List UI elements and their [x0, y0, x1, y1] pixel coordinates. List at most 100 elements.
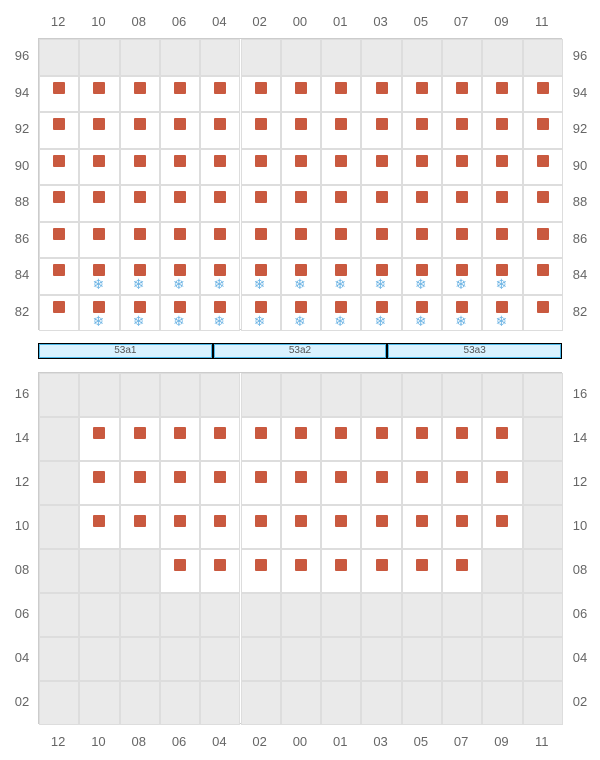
- seat[interactable]: [174, 118, 186, 130]
- seat[interactable]: [335, 82, 347, 94]
- seat[interactable]: [456, 301, 468, 313]
- seat[interactable]: [537, 264, 549, 276]
- seat[interactable]: [255, 118, 267, 130]
- seat[interactable]: [214, 301, 226, 313]
- seat[interactable]: [456, 191, 468, 203]
- seat[interactable]: [255, 559, 267, 571]
- seat[interactable]: [295, 264, 307, 276]
- seat[interactable]: [335, 228, 347, 240]
- seat[interactable]: [255, 228, 267, 240]
- seat[interactable]: [174, 559, 186, 571]
- seat[interactable]: [335, 264, 347, 276]
- seat[interactable]: [496, 82, 508, 94]
- seat[interactable]: [416, 155, 428, 167]
- seat[interactable]: [376, 264, 388, 276]
- seat[interactable]: [416, 191, 428, 203]
- seat[interactable]: [53, 301, 65, 313]
- seat[interactable]: [134, 191, 146, 203]
- seat[interactable]: [295, 427, 307, 439]
- seat[interactable]: [255, 427, 267, 439]
- seat[interactable]: [134, 155, 146, 167]
- seat[interactable]: [134, 82, 146, 94]
- seat[interactable]: [496, 515, 508, 527]
- seat[interactable]: [456, 155, 468, 167]
- seat[interactable]: [456, 427, 468, 439]
- seat[interactable]: [335, 191, 347, 203]
- seat[interactable]: [456, 118, 468, 130]
- seat[interactable]: [134, 228, 146, 240]
- seat[interactable]: [255, 191, 267, 203]
- seat[interactable]: [456, 264, 468, 276]
- seat[interactable]: [53, 155, 65, 167]
- seat[interactable]: [335, 155, 347, 167]
- seat[interactable]: [376, 155, 388, 167]
- seat[interactable]: [496, 427, 508, 439]
- seat[interactable]: [456, 559, 468, 571]
- seat[interactable]: [53, 82, 65, 94]
- seat[interactable]: [214, 515, 226, 527]
- seat[interactable]: [537, 301, 549, 313]
- seat[interactable]: [496, 264, 508, 276]
- seat[interactable]: [416, 427, 428, 439]
- seat[interactable]: [537, 228, 549, 240]
- seat[interactable]: [416, 82, 428, 94]
- seat[interactable]: [295, 155, 307, 167]
- seat[interactable]: [496, 471, 508, 483]
- seat[interactable]: [255, 515, 267, 527]
- seat[interactable]: [496, 191, 508, 203]
- seat[interactable]: [295, 559, 307, 571]
- seat[interactable]: [214, 191, 226, 203]
- seat[interactable]: [376, 301, 388, 313]
- seat[interactable]: [416, 228, 428, 240]
- seat[interactable]: [295, 228, 307, 240]
- seat[interactable]: [416, 264, 428, 276]
- seat[interactable]: [537, 118, 549, 130]
- seat[interactable]: [376, 82, 388, 94]
- seat[interactable]: [214, 264, 226, 276]
- seat[interactable]: [93, 515, 105, 527]
- seat[interactable]: [93, 82, 105, 94]
- seat[interactable]: [416, 515, 428, 527]
- seat[interactable]: [295, 82, 307, 94]
- seat[interactable]: [376, 191, 388, 203]
- seat[interactable]: [134, 427, 146, 439]
- seat[interactable]: [255, 264, 267, 276]
- seat[interactable]: [93, 471, 105, 483]
- seat[interactable]: [537, 191, 549, 203]
- seat[interactable]: [456, 228, 468, 240]
- seat[interactable]: [376, 427, 388, 439]
- seat[interactable]: [214, 427, 226, 439]
- seat[interactable]: [174, 82, 186, 94]
- seat[interactable]: [174, 427, 186, 439]
- seat[interactable]: [53, 228, 65, 240]
- seat[interactable]: [376, 228, 388, 240]
- seat[interactable]: [53, 264, 65, 276]
- seat[interactable]: [174, 191, 186, 203]
- seat[interactable]: [496, 155, 508, 167]
- seat[interactable]: [174, 155, 186, 167]
- seat[interactable]: [456, 471, 468, 483]
- seat[interactable]: [53, 118, 65, 130]
- seat[interactable]: [416, 301, 428, 313]
- seat[interactable]: [93, 427, 105, 439]
- seat[interactable]: [174, 264, 186, 276]
- seat[interactable]: [214, 155, 226, 167]
- seat[interactable]: [376, 559, 388, 571]
- seat[interactable]: [295, 191, 307, 203]
- seat[interactable]: [335, 471, 347, 483]
- seat[interactable]: [214, 559, 226, 571]
- seat[interactable]: [335, 515, 347, 527]
- seat[interactable]: [134, 301, 146, 313]
- seat[interactable]: [214, 228, 226, 240]
- seat[interactable]: [134, 515, 146, 527]
- seat[interactable]: [376, 471, 388, 483]
- seat[interactable]: [456, 82, 468, 94]
- seat[interactable]: [335, 118, 347, 130]
- seat[interactable]: [496, 301, 508, 313]
- seat[interactable]: [214, 471, 226, 483]
- seat[interactable]: [174, 471, 186, 483]
- seat[interactable]: [295, 301, 307, 313]
- seat[interactable]: [93, 191, 105, 203]
- seat[interactable]: [134, 471, 146, 483]
- seat[interactable]: [255, 155, 267, 167]
